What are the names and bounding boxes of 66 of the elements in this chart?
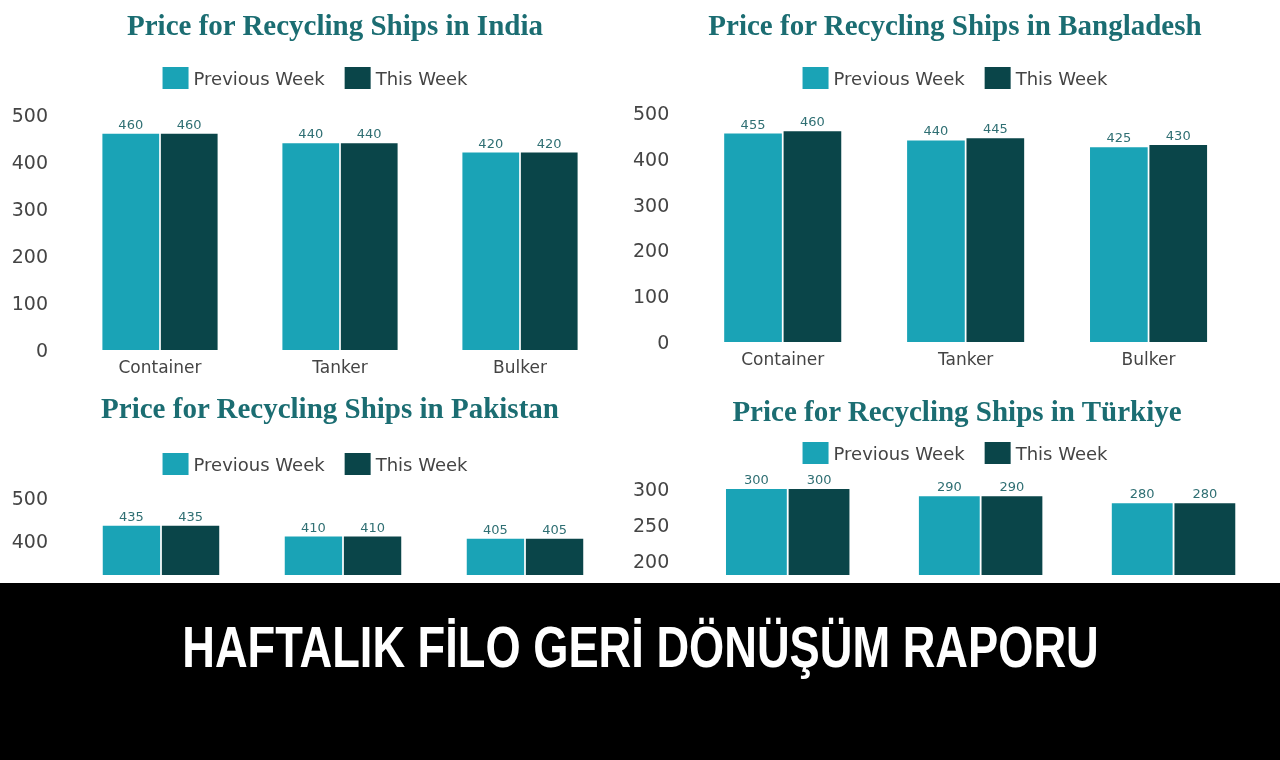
- data-label: 430: [1165, 128, 1191, 144]
- x-tick-label: Bulker: [1121, 348, 1176, 369]
- data-label: 280: [1192, 486, 1218, 502]
- y-tick-label: 100: [633, 285, 670, 308]
- text: HAFTALIK FİLO GERİ DÖNÜŞÜM RAPORU: [181, 613, 1099, 680]
- legend-label: This Week: [374, 67, 469, 89]
- y-tick-label: 200: [633, 549, 670, 572]
- data-label: 440: [923, 123, 949, 139]
- data-label: 460: [118, 116, 144, 132]
- y-tick-label: 400: [11, 151, 48, 173]
- legend-label: Previous Week: [833, 67, 966, 89]
- x-tick-label: Container: [118, 356, 202, 377]
- y-tick-label: 500: [11, 487, 48, 509]
- x-tick-label: Bulker: [493, 356, 547, 377]
- legend-label: This Week: [1014, 67, 1109, 89]
- chart-title: Price for Recycling Ships in Pakistan: [101, 391, 559, 424]
- chart-title: Price for Recycling Ships in Türkiye: [732, 394, 1182, 427]
- y-tick-label: 400: [633, 147, 670, 170]
- legend-label: Previous Week: [193, 453, 326, 475]
- y-tick-label: 0: [657, 331, 670, 353]
- x-tick-label: Tanker: [936, 348, 994, 369]
- data-label: 435: [178, 508, 203, 524]
- data-label: 455: [740, 116, 766, 132]
- bar: [102, 133, 160, 350]
- bar: [282, 143, 340, 350]
- legend-label: This Week: [374, 453, 469, 475]
- data-label: 405: [542, 521, 567, 537]
- data-label: 445: [982, 121, 1008, 137]
- y-tick-label: 400: [11, 529, 48, 552]
- data-label: 425: [1106, 130, 1132, 146]
- y-tick-label: 250: [633, 513, 670, 536]
- data-label: 410: [301, 519, 326, 535]
- y-tick-label: 100: [11, 292, 48, 314]
- bar: [160, 133, 218, 350]
- data-label: 420: [536, 135, 562, 151]
- data-label: 410: [360, 519, 385, 535]
- data-label: 290: [999, 479, 1025, 495]
- data-label: 300: [806, 472, 832, 487]
- data-label: 460: [176, 116, 202, 132]
- y-tick-label: 500: [11, 104, 48, 126]
- bar: [520, 152, 578, 350]
- legend-label: Previous Week: [833, 442, 966, 464]
- data-label: 420: [478, 135, 504, 151]
- data-label: 405: [483, 521, 508, 537]
- x-tick-label: Container: [741, 348, 825, 369]
- y-tick-label: 200: [633, 239, 670, 262]
- y-tick-label: 200: [11, 245, 48, 267]
- bar: [340, 143, 398, 350]
- y-tick-label: 500: [633, 102, 670, 124]
- legend-label: This Week: [1014, 442, 1109, 464]
- y-tick-label: 300: [11, 198, 48, 220]
- data-label: 440: [298, 126, 324, 142]
- chart-title: Price for Recycling Ships in India: [127, 8, 544, 41]
- data-label: 460: [800, 114, 825, 130]
- legend-label: Previous Week: [193, 67, 326, 89]
- data-label: 280: [1129, 486, 1155, 502]
- x-tick-label: Tanker: [311, 356, 368, 377]
- y-tick-label: 300: [633, 193, 670, 216]
- y-tick-label: 300: [633, 478, 670, 500]
- bar: [462, 152, 520, 350]
- data-label: 300: [743, 472, 769, 487]
- y-tick-label: 0: [35, 339, 48, 361]
- chart-title: Price for Recycling Ships in Bangladesh: [708, 8, 1202, 41]
- data-label: 440: [356, 126, 382, 142]
- data-label: 435: [119, 508, 144, 524]
- data-label: 290: [936, 479, 962, 495]
